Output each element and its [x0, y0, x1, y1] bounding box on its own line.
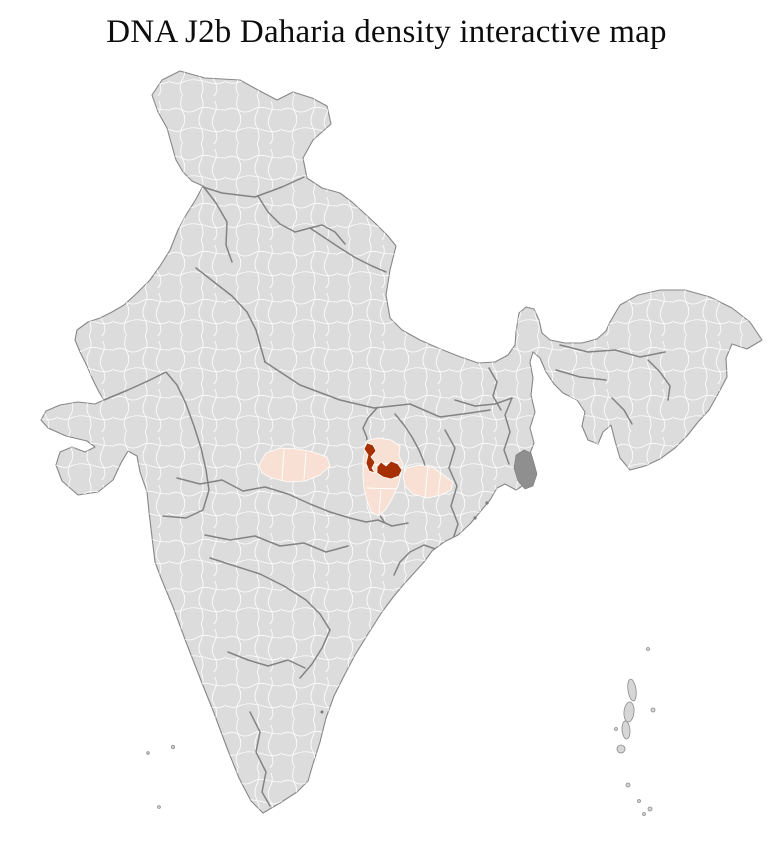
district-boundaries-texture: [41, 71, 762, 813]
district-high-density-1[interactable]: [363, 442, 377, 474]
district-high-density-2[interactable]: [376, 460, 403, 480]
low-density-clusters: [258, 437, 454, 517]
sundarbans-delta-region: [513, 449, 538, 490]
coast-speck: [485, 501, 489, 505]
coast-speck: [320, 710, 324, 714]
andaman-islands: [614, 647, 656, 816]
coast-speck: [473, 516, 477, 520]
high-density-cluster: [363, 442, 403, 480]
page-title: DNA J2b Daharia density interactive map: [106, 14, 667, 50]
district-cluster-low-density-west[interactable]: [258, 447, 331, 483]
lakshadweep-islands: [146, 745, 175, 809]
